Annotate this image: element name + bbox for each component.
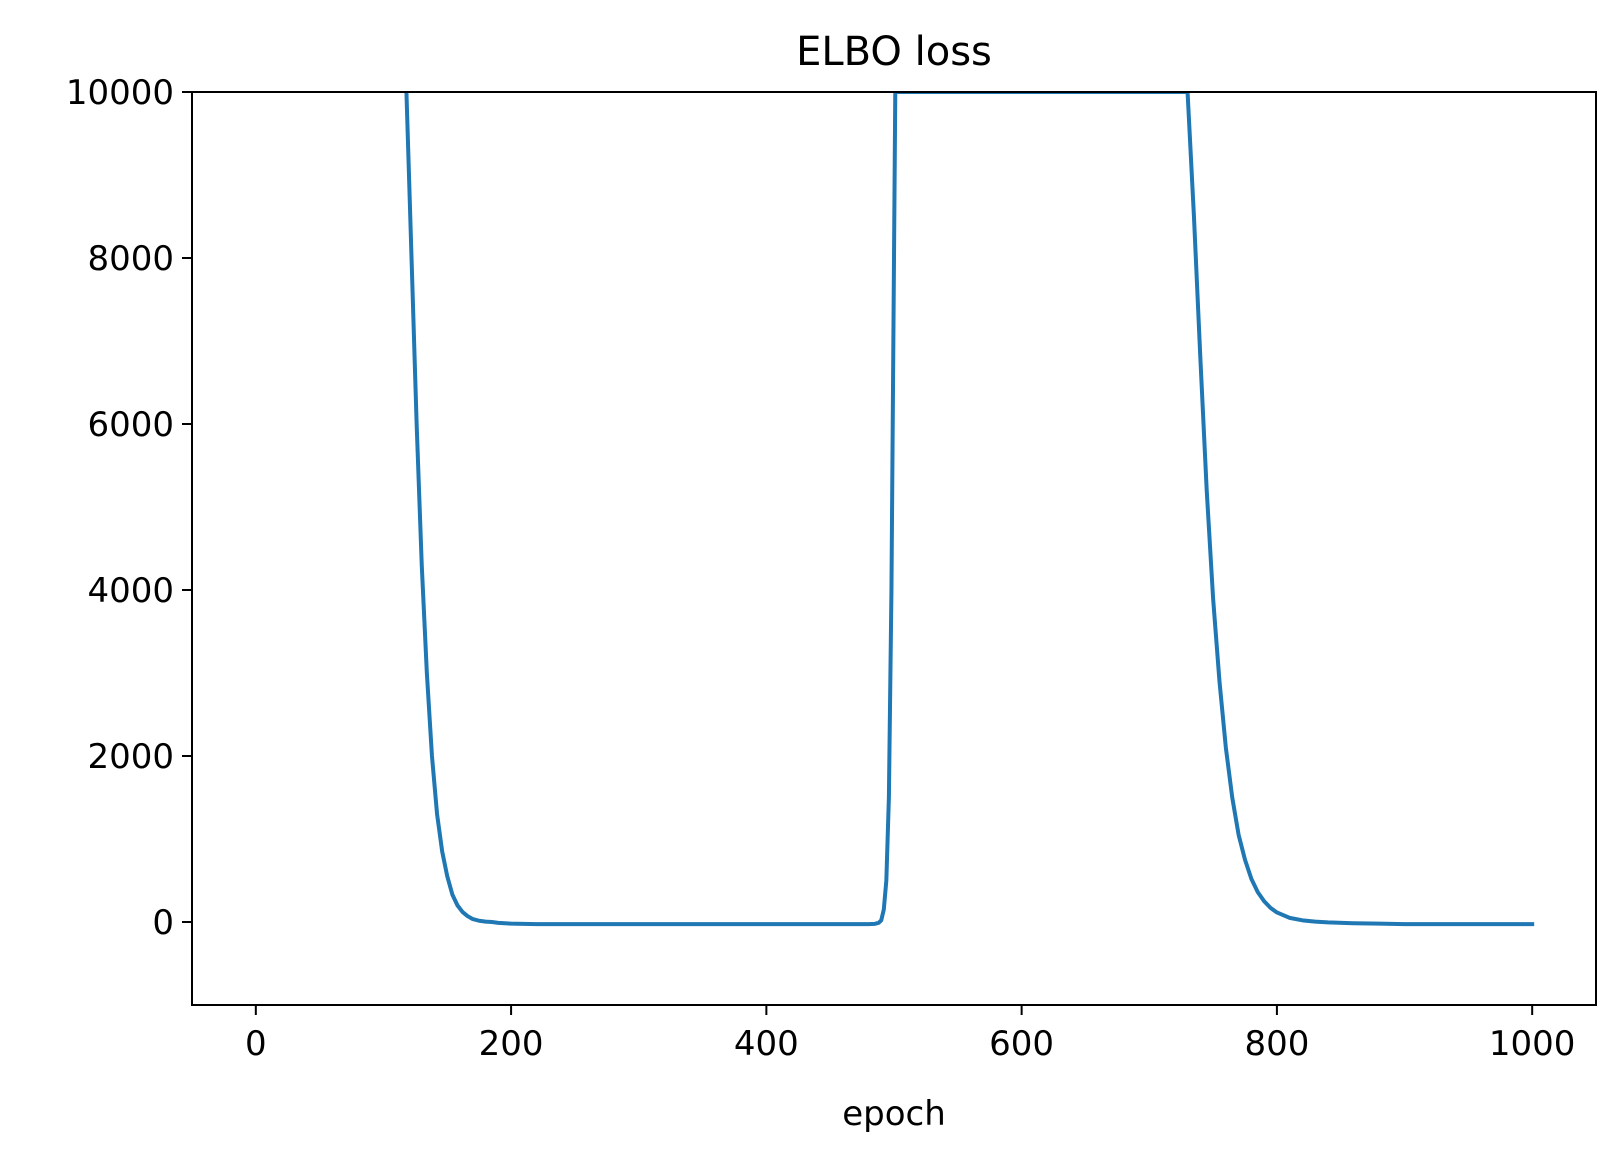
y-axis: 0 2000 4000 6000 8000 10000 [66, 73, 192, 943]
x-axis: 0 200 400 600 800 1000 [245, 1005, 1575, 1064]
x-tick-label: 400 [734, 1024, 799, 1064]
plot-area [191, 91, 1597, 1006]
y-tick-label: 4000 [87, 571, 174, 611]
chart-title: ELBO loss [796, 29, 992, 75]
plot-frame [191, 91, 1597, 1006]
series-line-elbo [404, 92, 1535, 927]
y-tick-label: 2000 [87, 737, 174, 777]
x-axis-label: epoch [842, 1094, 946, 1134]
x-tick-label: 200 [479, 1024, 544, 1064]
x-tick-label: 600 [989, 1024, 1054, 1064]
x-tick-label: 0 [245, 1024, 267, 1064]
y-tick-label: 10000 [66, 73, 174, 113]
y-tick-label: 0 [152, 903, 174, 943]
x-tick-label: 1000 [1489, 1024, 1576, 1064]
y-tick-label: 6000 [87, 405, 174, 445]
y-tick-label: 8000 [87, 239, 174, 279]
x-tick-label: 800 [1244, 1024, 1309, 1064]
